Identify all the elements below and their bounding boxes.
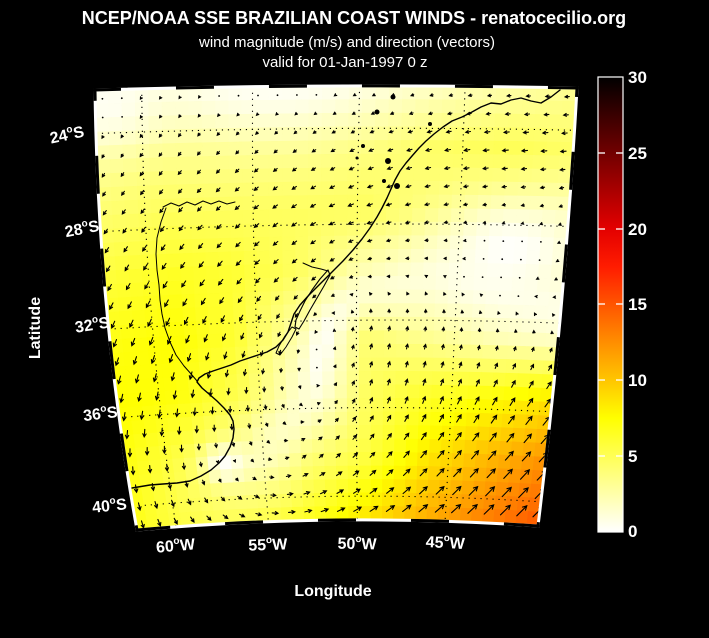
wind-magnitude-field <box>95 85 577 531</box>
lon-tick-45w: 45oW <box>425 532 466 553</box>
lat-tick-40s: 40oS <box>91 494 128 517</box>
lon-tick-60w: 60oW <box>155 534 196 556</box>
colorbar-label-25: 25 <box>628 144 647 163</box>
valid-time-label: valid for 01-Jan-1997 0 z <box>262 54 427 71</box>
colorbar-label-0: 0 <box>628 522 637 541</box>
chart-subtitle: wind magnitude (m/s) and direction (vect… <box>198 34 495 51</box>
colorbar-ticks <box>598 152 623 457</box>
x-axis-label: Longitude <box>294 583 371 600</box>
colorbar-label-5: 5 <box>628 447 637 466</box>
colorbar-label-20: 20 <box>628 220 647 239</box>
lat-tick-32s: 32oS <box>74 312 111 336</box>
colorbar-label-30: 30 <box>628 68 647 87</box>
lat-tick-24s: 24oS <box>48 122 86 148</box>
map-border-dashes <box>93 84 579 532</box>
colorbar: 30 25 20 15 10 5 0 <box>597 68 647 541</box>
colorbar-label-10: 10 <box>628 371 647 390</box>
lon-tick-50w: 50oW <box>337 534 377 554</box>
y-axis-label: Latitude <box>27 297 44 359</box>
map-area <box>95 85 577 531</box>
page-title: NCEP/NOAA SSE BRAZILIAN COAST WINDS - re… <box>82 8 626 28</box>
lat-tick-28s: 28oS <box>63 216 101 241</box>
lat-tick-36s: 36oS <box>82 402 119 425</box>
wind-vector-arrows <box>101 93 570 529</box>
lon-tick-55w: 55oW <box>248 534 289 554</box>
coastline-layer <box>131 89 561 489</box>
colorbar-label-15: 15 <box>628 295 647 314</box>
